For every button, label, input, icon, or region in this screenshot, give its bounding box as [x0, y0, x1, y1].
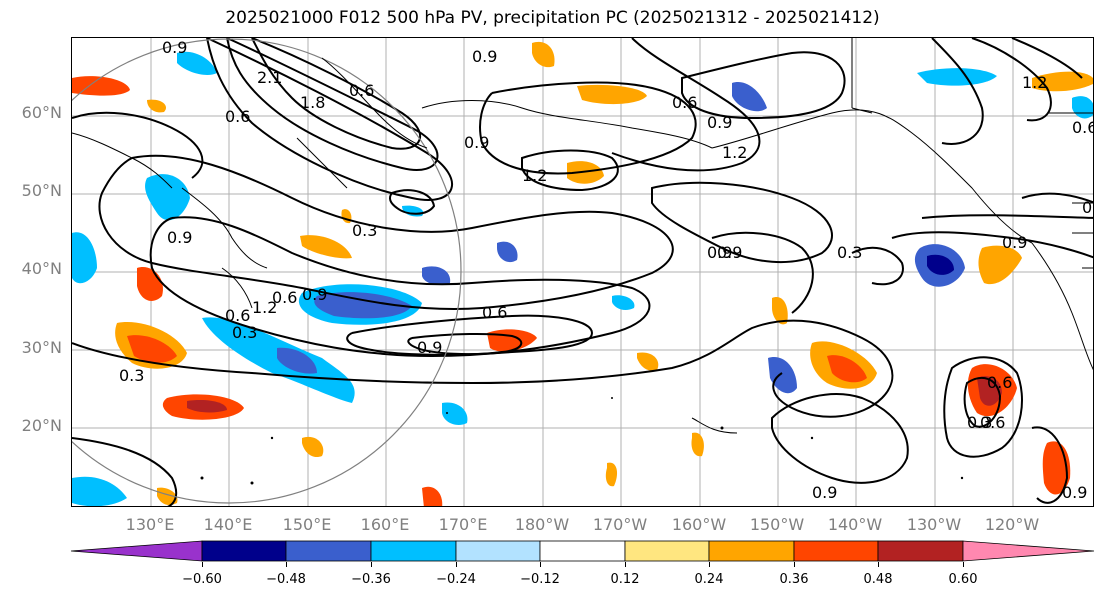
- contour-label: 0.6: [225, 107, 250, 126]
- colorbar-tickmark: [794, 562, 795, 567]
- lon-label-140e: 140°E: [203, 515, 253, 534]
- map-panel: 0.9 0.6 2.1 1.8 0.9 0.6 0.9 1.2 0.3 0.9 0.6 0.3 0.6 0…: [71, 37, 1094, 507]
- contour-label: 0.9: [717, 243, 742, 262]
- lon-label-140w: 140°W: [827, 515, 883, 534]
- map-title: 2025021000 F012 500 hPa PV, precipitatio…: [225, 8, 880, 28]
- map-svg: 0.90.62.11.80.90.60.91.20.30.90.60.30.6 0…: [72, 38, 1094, 506]
- colorbar-bin: [455, 540, 541, 562]
- contour-label: 0.6: [349, 81, 374, 100]
- lat-label-40n: 40°N: [21, 259, 62, 278]
- contour-label: 0.9: [167, 228, 192, 247]
- colorbar-bin: [962, 540, 1095, 562]
- contour-label: 0.3: [352, 221, 377, 240]
- contour-label: 0.9: [707, 243, 732, 262]
- coastlines: [72, 38, 1093, 434]
- colorbar-tick-label: −0.60: [182, 572, 222, 587]
- contour-label: 1.2: [722, 143, 747, 162]
- contour-label: 1.2: [1022, 73, 1047, 92]
- contour-label: 0.9: [1062, 483, 1087, 502]
- colorbar: [70, 540, 1095, 562]
- contour-label: 1.2: [252, 298, 277, 317]
- reference-circle: [72, 38, 462, 504]
- colorbar-tickmark: [878, 562, 879, 567]
- colorbar-bin: [539, 540, 626, 562]
- colorbar-bin: [201, 540, 287, 562]
- colorbar-tick-label: −0.48: [266, 572, 306, 587]
- lat-label-20n: 20°N: [21, 416, 62, 435]
- lat-label-60n: 60°N: [21, 103, 62, 122]
- colorbar-tick-label: 0.48: [863, 572, 893, 587]
- contour-label: 0.6: [672, 93, 697, 112]
- positive-precip-patches: [72, 41, 1093, 506]
- graticule: [72, 38, 1093, 506]
- colorbar-tick-label: 0.36: [779, 572, 809, 587]
- contour-label: 0.3: [119, 366, 144, 385]
- colorbar-tickmark: [202, 562, 203, 567]
- lon-label-150e: 150°E: [282, 515, 332, 534]
- contour-label: 0.3: [837, 243, 862, 262]
- colorbar-tick-label: 0.24: [694, 572, 724, 587]
- colorbar-tick-label: −0.36: [351, 572, 391, 587]
- contour-label: 0.9: [464, 133, 489, 152]
- contour-label: 2.1: [257, 68, 282, 87]
- colorbar-tickmark: [625, 562, 626, 567]
- contour-label: 0.3: [967, 413, 992, 432]
- contour-label: 0.9: [707, 113, 732, 132]
- colorbar-bin: [708, 540, 795, 562]
- contour-label: 0.6: [225, 306, 250, 325]
- lon-label-150w: 150°W: [749, 515, 805, 534]
- contour-label: 0.9: [162, 38, 187, 57]
- contour-label: 0.9: [472, 47, 497, 66]
- colorbar-tickmark: [456, 562, 457, 567]
- contour-label: 0.9: [1002, 233, 1027, 252]
- colorbar-bin: [624, 540, 710, 562]
- lon-label-170e: 170°E: [438, 515, 488, 534]
- colorbar-tick-label: 0.60: [948, 572, 978, 587]
- contour-label: 0.6: [1072, 118, 1094, 137]
- colorbar-bin: [370, 540, 457, 562]
- contour-label: 1.8: [300, 93, 325, 112]
- lat-label-30n: 30°N: [21, 338, 62, 357]
- colorbar-tick-label: 0.12: [610, 572, 640, 587]
- lon-label-130e: 130°E: [125, 515, 175, 534]
- contour-label: 0.3: [1082, 198, 1094, 217]
- contour-label: 0.6: [987, 373, 1012, 392]
- colorbar-tick-label: −0.24: [436, 572, 476, 587]
- pv-contours: [72, 38, 1093, 506]
- colorbar-tickmark: [371, 562, 372, 567]
- contour-label: 0.9: [302, 285, 327, 304]
- colorbar-tickmark: [540, 562, 541, 567]
- contour-label: 0.3: [232, 323, 257, 342]
- colorbar-bin: [285, 540, 372, 562]
- contour-label: 0.6: [482, 303, 507, 322]
- contour-label: 0.6: [980, 413, 1005, 432]
- contour-label: 0.6: [272, 288, 297, 307]
- lon-label-120w: 120°W: [984, 515, 1040, 534]
- lon-label-170w: 170°W: [592, 515, 648, 534]
- colorbar-bin: [70, 540, 203, 562]
- lon-label-160w: 160°W: [671, 515, 727, 534]
- contour-label: 0.9: [812, 483, 837, 502]
- colorbar-tickmark: [709, 562, 710, 567]
- lon-label-160e: 160°E: [360, 515, 410, 534]
- contour-label: 1.2: [522, 166, 547, 185]
- lat-label-50n: 50°N: [21, 181, 62, 200]
- islands: [200, 397, 964, 485]
- colorbar-bin: [793, 540, 879, 562]
- colorbar-tickmark: [963, 562, 964, 567]
- colorbar-bin: [877, 540, 964, 562]
- lon-label-180w: 180°W: [514, 515, 570, 534]
- colorbar-tick-label: −0.12: [520, 572, 560, 587]
- contour-labels: 0.90.62.11.80.90.60.91.20.30.90.60.30.6 0…: [119, 38, 1094, 502]
- colorbar-tickmark: [286, 562, 287, 567]
- contour-label: 0.9: [417, 338, 442, 357]
- lon-label-130w: 130°W: [906, 515, 962, 534]
